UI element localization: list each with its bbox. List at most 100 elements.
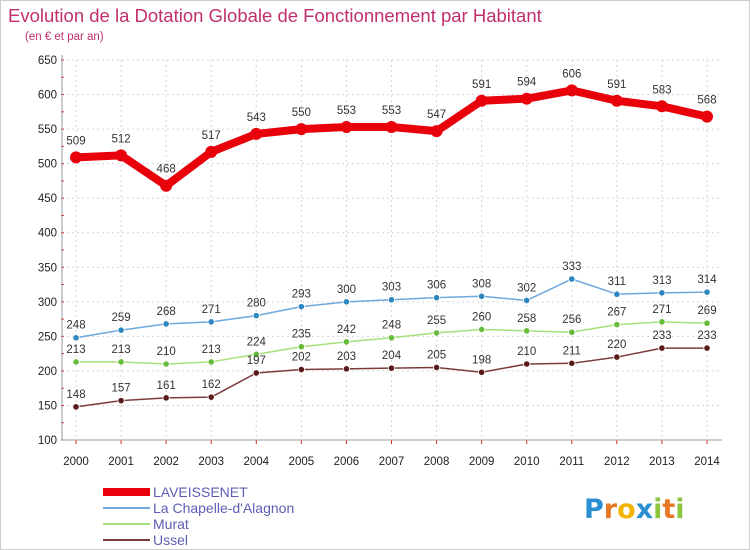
x-tick-label-2000: 2000 [63,456,89,468]
data-label: 242 [337,324,356,336]
data-point [387,296,396,304]
data-point [432,294,441,302]
y-tick-label-550: 550 [38,124,57,136]
data-label: 233 [697,330,716,342]
data-label: 202 [292,352,311,364]
data-point [207,393,215,401]
data-point [565,84,578,97]
data-point [568,328,576,336]
data-label: 162 [202,379,221,391]
data-label: 197 [247,355,266,367]
x-tick-label-2012: 2012 [604,456,630,468]
data-point [613,353,621,361]
data-point [478,292,486,300]
data-label: 211 [563,345,581,357]
data-label: 591 [472,79,491,91]
data-point [658,318,666,326]
data-point [252,350,260,358]
data-point [72,403,80,411]
data-label: 213 [66,344,85,356]
data-point [252,312,260,320]
data-label: 512 [111,133,130,145]
x-tick-label-2013: 2013 [649,456,675,468]
data-point [117,397,125,405]
data-point [162,394,170,402]
data-label: 300 [337,284,356,296]
data-point [475,94,488,107]
axes: 100 150 200 250 300 350 400 450 500 550 600 650 2000… [38,55,722,468]
data-point [70,151,82,164]
data-label: 220 [607,339,626,351]
data-point [703,288,711,296]
legend-label-Ussel: Ussel [153,532,188,548]
data-label: 161 [157,380,176,392]
data-point [340,121,353,134]
data-label: 204 [382,350,402,362]
data-point [703,319,711,327]
series-La Chapelle-d'Alagnon: 248 259 268 271 280 293 300 303 306 308 302 333 311 3… [66,261,717,342]
data-point [162,360,170,368]
data-point [207,358,215,366]
data-point [117,326,125,334]
data-label: 271 [202,304,221,316]
x-tick-label-2007: 2007 [379,456,405,468]
y-tick-label-300: 300 [38,297,57,309]
x-tick-label-2001: 2001 [108,456,134,468]
data-point [478,368,486,376]
data-point [342,298,351,306]
data-label: 148 [66,389,85,401]
data-point [610,94,623,107]
y-tick-label-450: 450 [38,193,57,205]
data-label: 293 [292,289,311,301]
data-label: 303 [382,282,401,294]
data-point [72,358,80,366]
grid [62,59,722,440]
data-label: 280 [247,298,266,310]
data-label: 233 [652,330,671,342]
data-point [387,334,396,342]
data-point [655,100,668,113]
data-label: 550 [292,107,311,119]
data-label: 606 [562,68,581,80]
legend-label-Murat: Murat [153,516,189,532]
data-point [430,125,443,138]
data-point [613,290,621,298]
legend-label-LAVEISSENET: LAVEISSENET [153,484,248,500]
data-point [162,320,170,328]
data-point [117,358,125,366]
x-tick-label-2002: 2002 [153,456,179,468]
data-point [523,327,531,335]
data-label: 302 [517,282,536,294]
data-point [207,318,215,326]
data-label: 213 [111,344,130,356]
series-LAVEISSENET: 509 512 468 517 543 550 553 553 547 591 594 606 591 5… [66,68,717,192]
data-label: 210 [157,346,176,358]
data-label: 248 [66,320,85,332]
data-label: 311 [608,276,626,288]
y-tick-label-250: 250 [38,331,57,343]
data-label: 258 [517,313,536,325]
data-point [295,123,308,136]
data-point [613,321,621,329]
data-point [72,334,80,342]
x-tick-label-2008: 2008 [424,456,450,468]
data-label: 248 [382,320,401,332]
x-tick-label-2011: 2011 [559,456,584,468]
y-tick-label-100: 100 [38,435,57,447]
data-point [701,110,713,123]
data-point [432,363,441,372]
data-point [387,364,396,372]
data-label: 213 [202,344,221,356]
data-point [385,121,398,134]
data-point [432,329,441,337]
chart-subtitle: (en € et par an) [25,31,104,43]
data-point [297,343,305,351]
x-tick-label-2014: 2014 [694,456,720,468]
y-tick-label-200: 200 [38,366,57,378]
data-label: 543 [247,112,266,124]
data-label: 333 [562,261,581,273]
data-point [568,359,576,367]
data-label: 468 [157,164,176,176]
